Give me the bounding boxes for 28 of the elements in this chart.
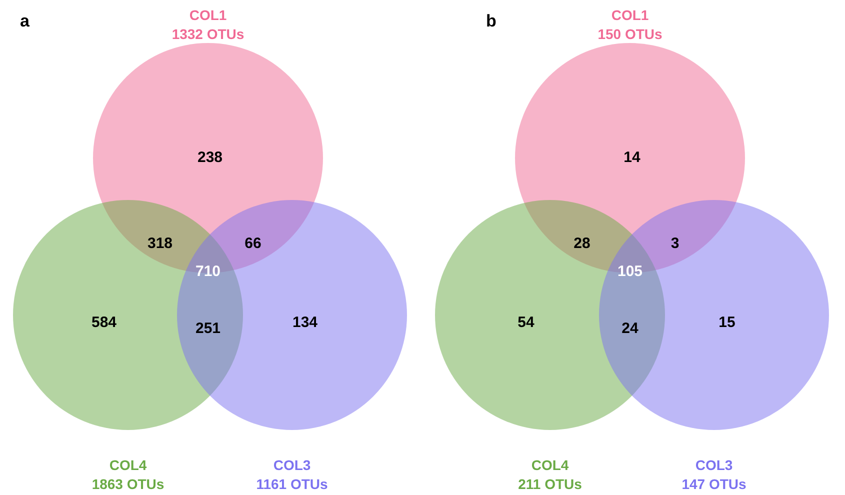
text: 15	[718, 314, 736, 332]
data-label: 150 OTUs	[598, 26, 663, 42]
category-label: COL1	[611, 6, 649, 23]
category-label: COL3	[695, 456, 733, 473]
data-label: 1161 OTUs	[256, 476, 328, 492]
text: 710	[195, 263, 221, 280]
data-label: 1332 OTUs	[172, 26, 244, 42]
text: 318	[147, 235, 173, 252]
data-label: 211 OTUs	[518, 476, 582, 492]
category-label: COL4	[531, 456, 569, 473]
text: 105	[617, 263, 643, 280]
text: 238	[197, 149, 223, 166]
text: 14	[624, 149, 641, 166]
text: 3	[670, 235, 680, 252]
text: 584	[91, 314, 118, 332]
category-label: COL4	[109, 456, 147, 473]
text: b	[486, 12, 496, 31]
text: a	[20, 12, 30, 31]
data-label: 1863 OTUs	[92, 476, 164, 492]
text: 28	[574, 235, 590, 252]
category-label: COL3	[273, 456, 311, 473]
text: 54	[518, 314, 535, 332]
text: 24	[622, 320, 639, 338]
text: 134	[292, 314, 318, 332]
text: 251	[195, 320, 221, 338]
data-label: 147 OTUs	[682, 476, 747, 492]
category-label: COL1	[189, 6, 227, 23]
text: 66	[244, 235, 262, 252]
